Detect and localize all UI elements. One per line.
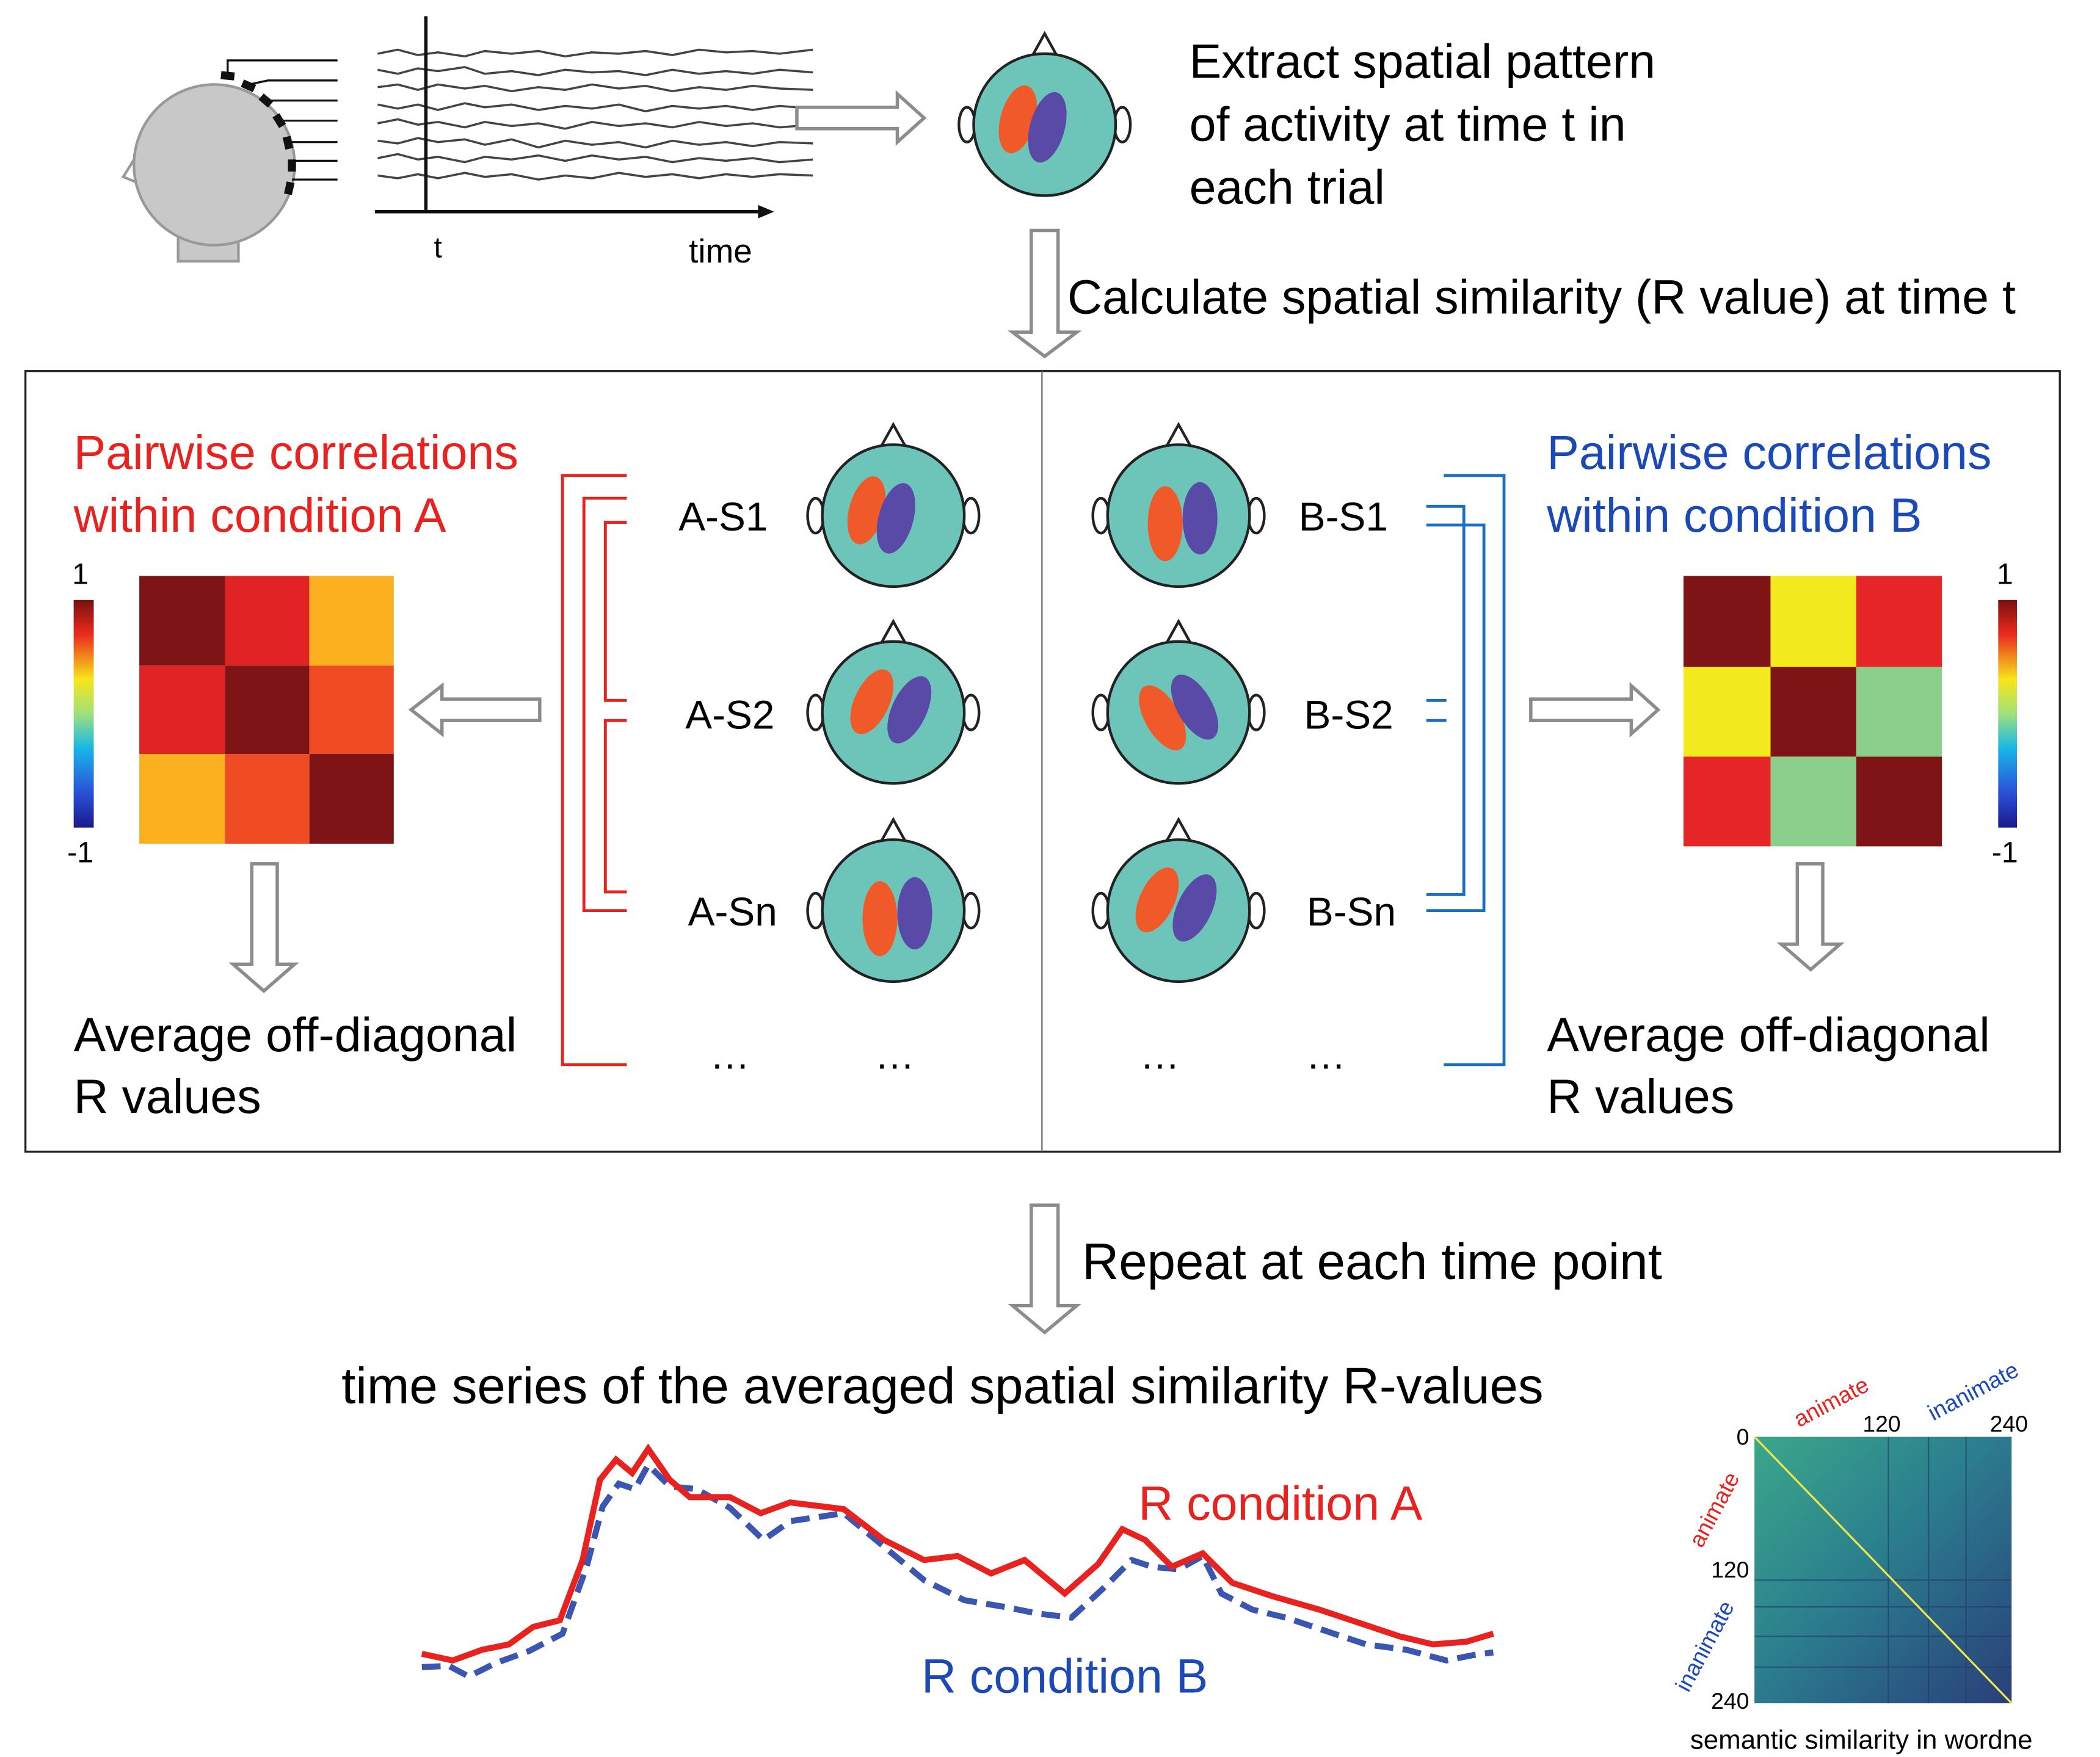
scalp-map xyxy=(1093,424,1265,586)
scalp-profile xyxy=(123,60,338,261)
description-line: each trial xyxy=(1190,161,1385,214)
step-label: Calculate spatial similarity (R value) a… xyxy=(1067,270,2016,324)
average-label: Average off-diagonal xyxy=(74,1008,517,1062)
series-title: time series of the averaged spatial simi… xyxy=(341,1358,1543,1415)
colorbar-label: 1 xyxy=(72,557,89,590)
panel-title: within condition A xyxy=(73,488,446,542)
ellipsis: … xyxy=(710,1032,750,1077)
colorbar-label: -1 xyxy=(67,836,93,869)
description-line: Extract spatial pattern xyxy=(1190,34,1655,88)
colorbar xyxy=(1998,600,2017,828)
scalp-map xyxy=(1093,621,1265,783)
axis-group-label: animate xyxy=(1684,1468,1744,1551)
axis-tick-label: 0 xyxy=(1737,1424,1749,1450)
curve-label: R condition A xyxy=(1138,1477,1422,1531)
scalp-map xyxy=(959,34,1130,195)
similarity-matrix xyxy=(1754,1437,2011,1703)
description-line: of activity at time t in xyxy=(1190,98,1626,151)
colorbar-label: -1 xyxy=(1992,836,2018,869)
diagram: t time Extract spatial pattern of activi… xyxy=(0,0,2100,1757)
correlation-matrix xyxy=(1684,576,1942,846)
eeg-axes xyxy=(375,16,774,219)
bracket xyxy=(562,476,627,1065)
scalp-map xyxy=(808,819,979,981)
panel-title: Pairwise correlations xyxy=(1547,426,1991,479)
subject-label: B-S2 xyxy=(1304,692,1393,737)
arrow xyxy=(1531,686,1658,734)
panel-title: within condition B xyxy=(1546,488,1922,542)
correlation-matrix xyxy=(139,576,394,844)
ellipsis: … xyxy=(874,1032,915,1077)
step-label: Repeat at each time point xyxy=(1082,1233,1662,1290)
average-label: R values xyxy=(74,1070,261,1123)
ellipsis: … xyxy=(1139,1032,1180,1077)
inset-caption: semantic similarity in wordne xyxy=(1690,1725,2033,1755)
arrow xyxy=(411,686,540,734)
subject-label: A-S1 xyxy=(678,494,768,539)
scalp-map xyxy=(808,424,979,586)
curve-label: R condition B xyxy=(921,1649,1208,1703)
eeg-time-label: time xyxy=(689,232,752,270)
axis-tick-label: 240 xyxy=(1711,1688,1749,1714)
colorbar xyxy=(74,600,94,828)
ellipsis: … xyxy=(1306,1032,1346,1077)
subject-label: A-S2 xyxy=(685,692,774,737)
subject-label: B-S1 xyxy=(1299,494,1388,539)
arrow xyxy=(1781,864,1840,969)
axis-tick-label: 120 xyxy=(1862,1411,1900,1436)
arrow xyxy=(1012,1205,1077,1332)
axis-tick-label: 120 xyxy=(1711,1557,1749,1582)
arrow xyxy=(233,864,295,991)
eeg-traces xyxy=(377,49,813,179)
axis-group-label: inanimate xyxy=(1670,1596,1739,1695)
panel-title: Pairwise correlations xyxy=(74,426,518,479)
arrow xyxy=(797,94,924,142)
bracket xyxy=(1426,476,1504,1065)
scalp-map xyxy=(1093,819,1265,981)
average-label: Average off-diagonal xyxy=(1547,1008,1990,1062)
colorbar-label: 1 xyxy=(1997,557,2013,590)
scalp-map xyxy=(808,621,979,783)
axis-group-label: animate xyxy=(1789,1371,1873,1432)
subject-label: A-Sn xyxy=(688,889,777,934)
subject-label: B-Sn xyxy=(1307,889,1396,934)
average-label: R values xyxy=(1547,1070,1734,1123)
eeg-t-label: t xyxy=(434,231,442,264)
axis-tick-label: 240 xyxy=(1990,1411,2028,1436)
